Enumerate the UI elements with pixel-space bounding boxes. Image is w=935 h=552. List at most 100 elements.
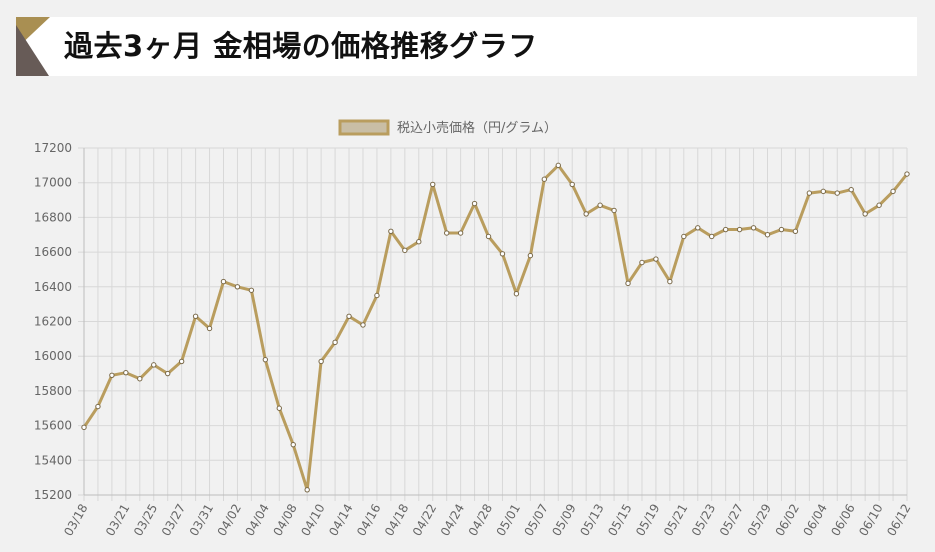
data-point[interactable] [485, 233, 492, 240]
x-tick-label: 05/09 [549, 502, 578, 539]
chart-axes [83, 148, 907, 496]
data-point[interactable] [681, 233, 687, 240]
data-point[interactable] [876, 202, 882, 208]
y-tick-label: 17200 [34, 141, 72, 155]
data-point[interactable] [709, 233, 715, 240]
data-point[interactable] [123, 369, 129, 376]
y-tick-label: 17000 [34, 176, 72, 190]
y-tick-label: 15800 [34, 384, 72, 398]
x-tick-label: 03/27 [159, 502, 188, 539]
data-point[interactable] [890, 188, 896, 195]
x-tick-label: 04/18 [382, 502, 411, 539]
data-point[interactable] [848, 186, 854, 193]
data-point[interactable] [164, 370, 171, 377]
x-tick-label: 05/21 [661, 502, 690, 539]
chart-header: 過去3ヶ月 金相場の価格推移グラフ [16, 17, 917, 76]
x-tick-label: 05/07 [521, 502, 550, 539]
data-point[interactable] [499, 251, 506, 257]
y-tick-label: 15200 [34, 488, 72, 502]
data-point[interactable] [443, 230, 450, 236]
x-tick-label: 04/24 [438, 502, 467, 539]
page-title: 過去3ヶ月 金相場の価格推移グラフ [64, 29, 538, 63]
legend-label[interactable]: 税込小売価格（円/グラム） [397, 120, 557, 136]
data-point[interactable] [778, 226, 785, 233]
data-point[interactable] [430, 181, 436, 188]
data-point[interactable] [625, 280, 631, 287]
y-axis-labels: 15200 15400 15600 15800 16000 16200 16400 16600… [34, 141, 72, 502]
x-tick-label: 04/14 [326, 502, 355, 539]
data-point[interactable] [95, 403, 101, 410]
data-point[interactable] [806, 190, 813, 196]
data-point[interactable] [653, 256, 659, 262]
x-tick-label: 05/01 [494, 502, 523, 539]
data-point[interactable] [262, 356, 269, 363]
x-tick-label: 06/12 [884, 502, 913, 539]
x-tick-label: 05/15 [605, 502, 634, 539]
x-tick-label: 03/21 [103, 502, 132, 539]
data-point[interactable] [248, 287, 255, 293]
data-point[interactable] [276, 405, 282, 411]
x-tick-label: 03/25 [131, 502, 160, 539]
data-point[interactable] [541, 176, 548, 182]
data-point[interactable] [597, 202, 603, 208]
x-tick-label: 05/29 [745, 502, 774, 539]
data-point[interactable] [318, 358, 324, 365]
data-point[interactable] [304, 487, 310, 493]
data-point[interactable] [290, 441, 296, 448]
data-point[interactable] [151, 362, 157, 368]
chart-legend[interactable]: 税込小売価格（円/グラム） [338, 119, 557, 136]
data-point[interactable] [583, 211, 589, 217]
y-tick-label: 16000 [34, 349, 72, 363]
legend-swatch[interactable] [338, 119, 390, 136]
x-tick-label: 04/08 [270, 502, 299, 539]
data-point[interactable] [555, 162, 561, 169]
data-point[interactable] [192, 313, 199, 319]
data-point[interactable] [639, 259, 645, 266]
data-point[interactable] [513, 291, 520, 297]
data-point[interactable] [764, 232, 771, 238]
data-point[interactable] [527, 252, 534, 259]
data-point[interactable] [736, 226, 743, 233]
x-axis-labels: 03/18 03/2103/2503/2703/3104/0204/0404/08… [61, 501, 913, 538]
data-point[interactable] [569, 181, 575, 188]
data-point[interactable] [611, 207, 617, 214]
x-tick-label: 05/27 [717, 502, 746, 539]
data-point[interactable] [234, 284, 241, 290]
data-point[interactable] [904, 171, 910, 177]
data-point[interactable] [667, 278, 673, 285]
x-tick-label: 04/04 [243, 502, 272, 539]
data-point[interactable] [416, 238, 422, 245]
data-point[interactable] [388, 228, 394, 234]
data-point[interactable] [471, 200, 478, 207]
y-tick-label: 16200 [34, 315, 72, 329]
data-point[interactable] [332, 339, 338, 346]
data-point[interactable] [457, 230, 464, 236]
y-tick-label: 16400 [34, 280, 72, 294]
data-point[interactable] [178, 358, 185, 365]
data-point[interactable] [792, 228, 799, 234]
data-point[interactable] [722, 226, 729, 233]
x-tick-label: 05/23 [689, 502, 718, 539]
y-tick-label: 16600 [34, 245, 72, 259]
data-point[interactable] [206, 325, 213, 332]
data-point[interactable] [402, 247, 408, 254]
series-price [81, 162, 910, 493]
x-tick-label: 03/31 [187, 502, 216, 539]
data-point[interactable] [220, 278, 227, 285]
data-point[interactable] [346, 313, 352, 319]
data-point[interactable] [820, 188, 827, 195]
x-tick-label: 06/02 [773, 502, 802, 539]
data-point[interactable] [862, 211, 868, 217]
data-point[interactable] [834, 190, 840, 196]
x-tick-label: 04/10 [298, 502, 327, 539]
x-tick-label: 03/18 [61, 502, 90, 539]
y-tick-label: 15400 [34, 453, 72, 467]
data-point[interactable] [374, 292, 380, 299]
data-point[interactable] [695, 225, 701, 231]
data-point[interactable] [750, 225, 757, 231]
data-point[interactable] [109, 372, 115, 378]
y-tick-label: 15600 [34, 419, 72, 433]
data-point[interactable] [137, 376, 143, 382]
data-point[interactable] [360, 322, 366, 328]
data-point[interactable] [81, 424, 87, 431]
